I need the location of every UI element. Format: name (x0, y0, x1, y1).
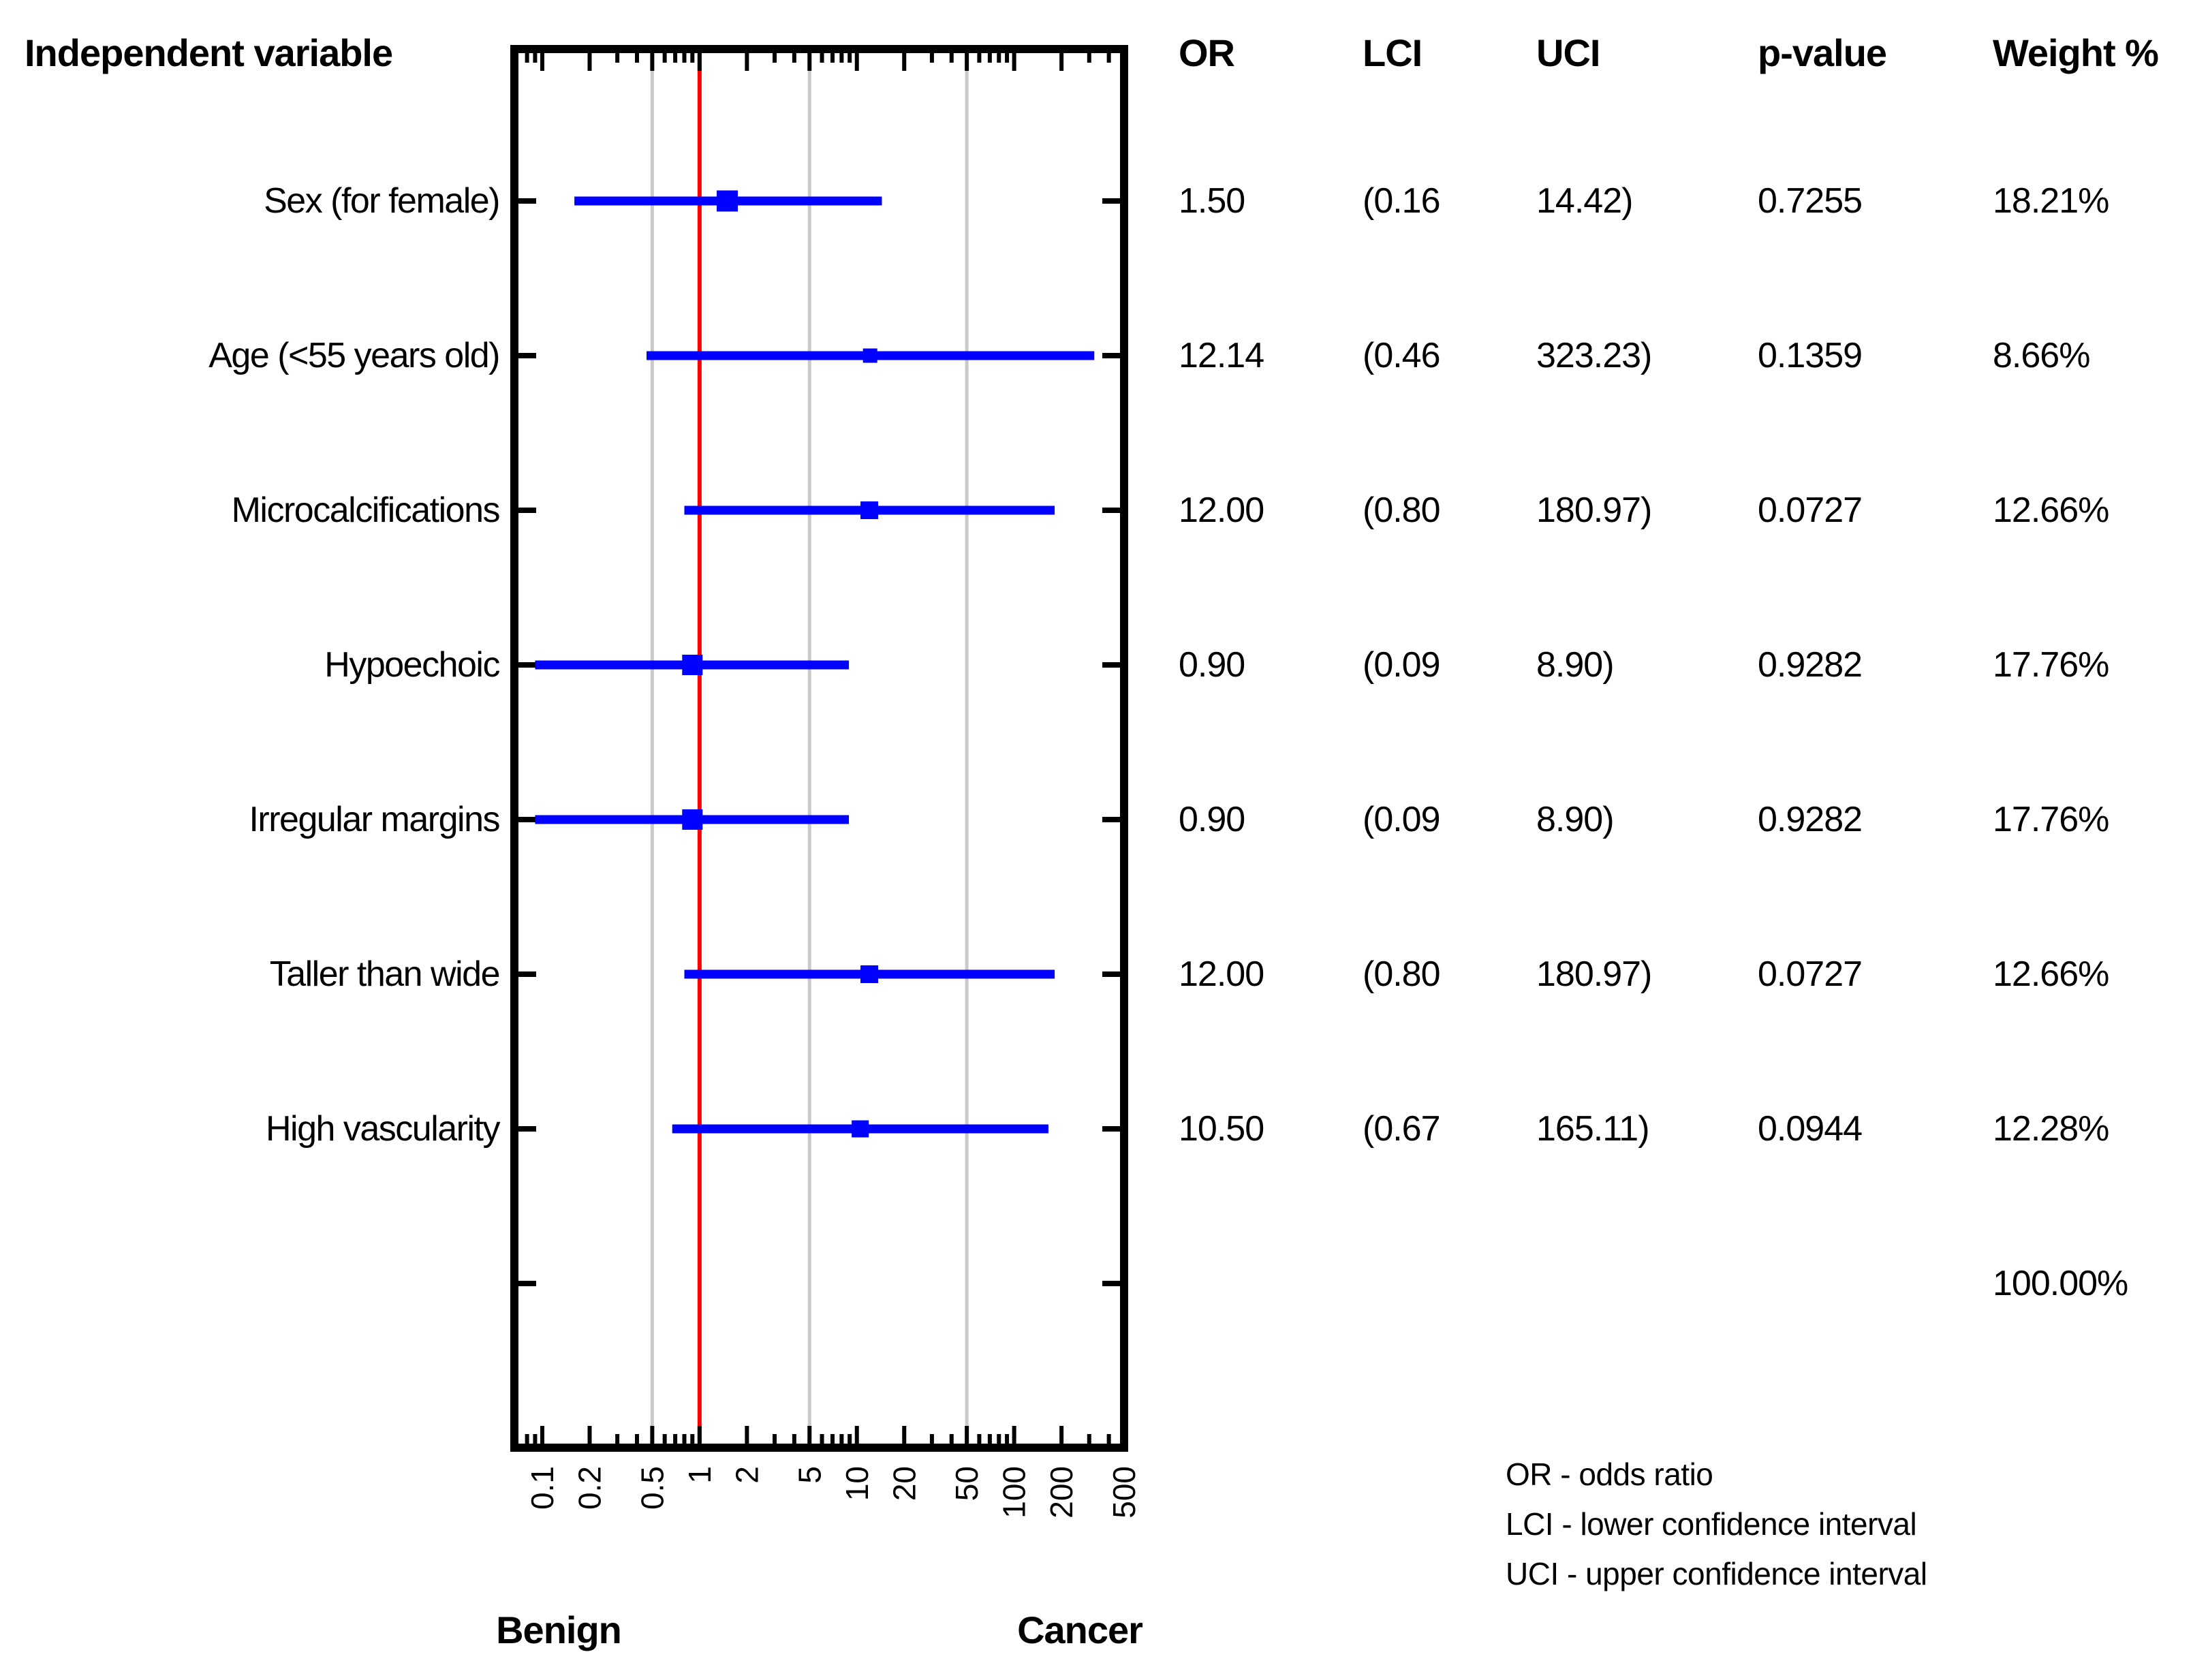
column-header-uci: UCI (1536, 31, 1600, 74)
cell-p: 0.0944 (1758, 1109, 1863, 1149)
variable-label: High vascularity (265, 1109, 501, 1149)
x-tick-label: 50 (949, 1466, 984, 1501)
column-header-weight: Weight % (1993, 31, 2159, 74)
cell-p: 0.1359 (1758, 336, 1863, 375)
cell-or: 0.90 (1179, 645, 1245, 685)
cell-uci: 8.90) (1536, 645, 1615, 685)
cell-uci: 180.97) (1536, 491, 1652, 530)
legend-line-lci: LCI - lower confidence interval (1506, 1506, 1917, 1542)
variable-label: Age (<55 years old) (208, 336, 500, 375)
cell-or: 12.14 (1179, 336, 1264, 375)
or-marker-2 (860, 501, 879, 519)
x-tick-label: 0.5 (634, 1466, 670, 1510)
cell-w: 17.76% (1993, 800, 2109, 839)
cell-p: 0.9282 (1758, 645, 1863, 685)
independent-variable-header: Independent variable (25, 31, 393, 74)
cell-uci: 180.97) (1536, 954, 1652, 994)
cell-or: 12.00 (1179, 954, 1264, 994)
cell-w: 12.28% (1993, 1109, 2109, 1149)
cell-or: 1.50 (1179, 181, 1245, 221)
cell-p: 0.9282 (1758, 800, 1863, 839)
cell-uci: 8.90) (1536, 800, 1615, 839)
cell-w: 8.66% (1993, 336, 2090, 375)
legend-line-uci: UCI - upper confidence interval (1506, 1556, 1927, 1591)
benign-axis-label: Benign (496, 1608, 621, 1651)
x-gridlines (650, 53, 969, 1444)
variable-label: Taller than wide (269, 954, 501, 994)
cell-lci: (0.16 (1363, 181, 1441, 221)
cell-lci: (0.80 (1363, 954, 1441, 994)
or-marker-5 (860, 965, 879, 983)
x-tick-label: 500 (1106, 1466, 1142, 1519)
x-tick-label: 20 (886, 1466, 922, 1501)
cell-lci: (0.46 (1363, 336, 1441, 375)
x-tick-label: 100 (997, 1466, 1032, 1519)
or-marker-1 (862, 348, 877, 363)
legend-line-or: OR - odds ratio (1506, 1457, 1713, 1492)
x-axis-ticks (525, 53, 1111, 1444)
cell-uci: 323.23) (1536, 336, 1652, 375)
or-marker-0 (717, 190, 738, 212)
variable-label: Hypoechoic (324, 645, 500, 685)
cancer-axis-label: Cancer (1017, 1608, 1142, 1651)
cell-lci: (0.09 (1363, 645, 1441, 685)
cell-p: 0.0727 (1758, 954, 1863, 994)
cell-w: 17.76% (1993, 645, 2109, 685)
forest-rows (535, 190, 1095, 1138)
variable-label: Microcalcifications (231, 491, 501, 530)
or-marker-3 (682, 655, 703, 675)
row-ticks (518, 198, 1120, 1286)
cell-or: 12.00 (1179, 491, 1264, 530)
x-tick-label: 0.2 (572, 1466, 608, 1510)
cell-w: 12.66% (1993, 954, 2109, 994)
or-marker-6 (852, 1120, 869, 1138)
x-tick-label: 1 (682, 1466, 717, 1484)
variable-label: Irregular margins (249, 800, 500, 839)
x-tick-label: 200 (1044, 1466, 1079, 1519)
cell-uci: 14.42) (1536, 181, 1633, 221)
cell-lci: (0.09 (1363, 800, 1441, 839)
x-tick-label: 5 (792, 1466, 827, 1484)
column-header-pvalue: p-value (1758, 31, 1887, 74)
cell-or: 10.50 (1179, 1109, 1264, 1149)
cell-p: 0.0727 (1758, 491, 1863, 530)
cell-uci: 165.11) (1536, 1109, 1650, 1149)
variable-label: Sex (for female) (264, 181, 500, 221)
total-weight-value: 100.00% (1993, 1264, 2128, 1303)
cell-p: 0.7255 (1758, 181, 1863, 221)
cell-w: 18.21% (1993, 181, 2109, 221)
cell-lci: (0.67 (1363, 1109, 1441, 1149)
column-header-lci: LCI (1363, 31, 1422, 74)
cell-or: 0.90 (1179, 800, 1245, 839)
or-marker-4 (682, 809, 703, 830)
abbreviation-legend: OR - odds ratio LCI - lower confidence i… (1506, 1450, 1927, 1599)
cell-lci: (0.80 (1363, 491, 1441, 530)
plot-frame (510, 45, 1128, 1452)
x-tick-labels: 0.1 0.2 0.5 1 2 5 10 20 50 100 200 500 (525, 1466, 1142, 1519)
x-tick-label: 0.1 (525, 1466, 560, 1510)
column-header-or: OR (1179, 31, 1235, 74)
x-tick-label: 10 (839, 1466, 875, 1501)
cell-w: 12.66% (1993, 491, 2109, 530)
x-tick-label: 2 (729, 1466, 764, 1484)
